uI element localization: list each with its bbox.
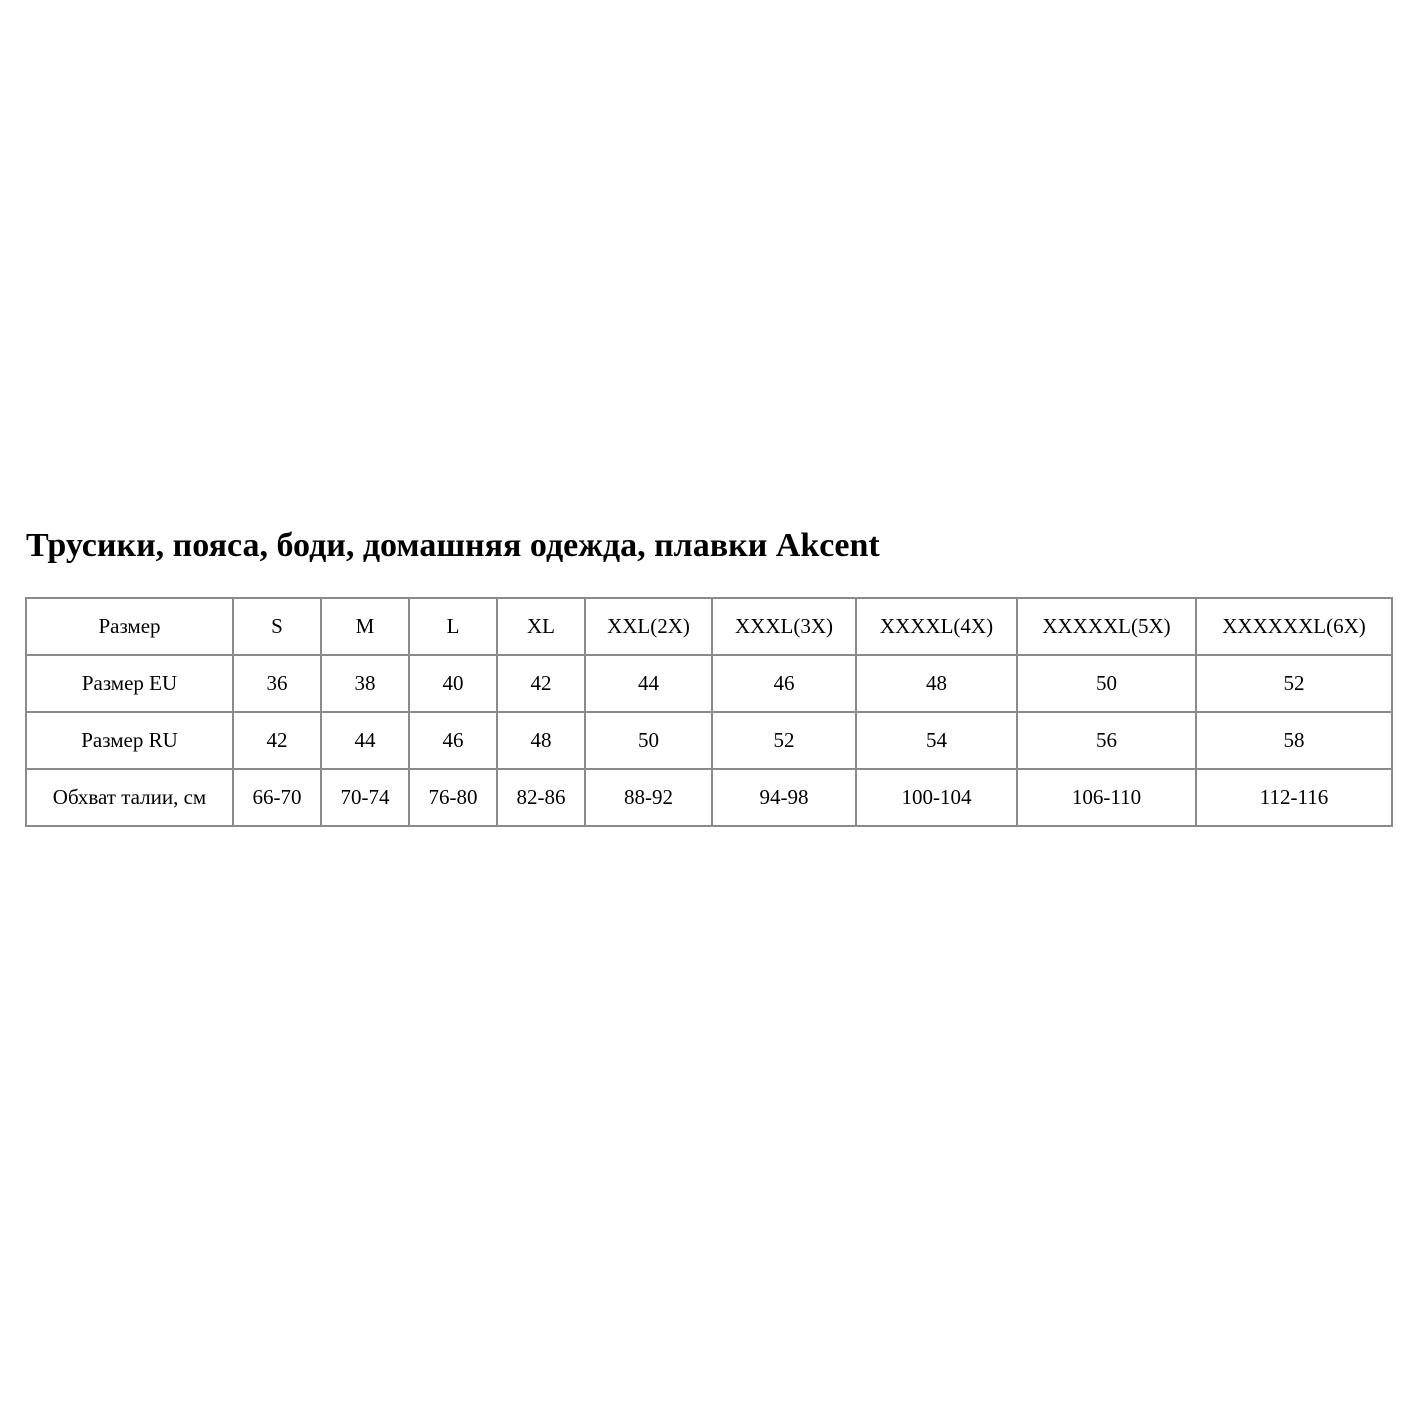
- table-cell: 52: [711, 711, 857, 770]
- table-cell: 106-110: [1016, 768, 1197, 827]
- table-cell: 70-74: [320, 768, 410, 827]
- table-cell: 56: [1016, 711, 1197, 770]
- table-cell: XXXXXL(5X): [1016, 597, 1197, 656]
- row-header-cell: Обхват талии, см: [25, 768, 234, 827]
- table-cell: 42: [232, 711, 322, 770]
- table-cell: 50: [584, 711, 713, 770]
- size-table: Размер S M L XL XXL(2X) XXXL(3X) XXXXL(4X) XXXXX…: [25, 597, 1393, 827]
- table-cell: 112-116: [1195, 768, 1393, 827]
- table-cell: S: [232, 597, 322, 656]
- table-cell: M: [320, 597, 410, 656]
- table-cell: 48: [496, 711, 586, 770]
- table-cell: 44: [584, 654, 713, 713]
- table-row-size-ru: Размер RU 42 44 46 48 50 52 54 56 58: [25, 711, 1393, 770]
- table-cell: 50: [1016, 654, 1197, 713]
- table-cell: 46: [711, 654, 857, 713]
- table-cell: 48: [855, 654, 1018, 713]
- table-row-size-eu: Размер EU 36 38 40 42 44 46 48 50 52: [25, 654, 1393, 713]
- table-cell: XXXL(3X): [711, 597, 857, 656]
- table-cell: 52: [1195, 654, 1393, 713]
- table-cell: 40: [408, 654, 498, 713]
- table-cell: L: [408, 597, 498, 656]
- table-cell: 66-70: [232, 768, 322, 827]
- table-cell: 76-80: [408, 768, 498, 827]
- table-cell: 42: [496, 654, 586, 713]
- table-cell: XXXXL(4X): [855, 597, 1018, 656]
- row-header-cell: Размер EU: [25, 654, 234, 713]
- table-cell: 46: [408, 711, 498, 770]
- table-cell: XXL(2X): [584, 597, 713, 656]
- row-header-cell: Размер RU: [25, 711, 234, 770]
- table-cell: 44: [320, 711, 410, 770]
- table-row-waist: Обхват талии, см 66-70 70-74 76-80 82-86 88-9…: [25, 768, 1393, 827]
- row-header-cell: Размер: [25, 597, 234, 656]
- table-cell: 100-104: [855, 768, 1018, 827]
- table-cell: 94-98: [711, 768, 857, 827]
- table-cell: 58: [1195, 711, 1393, 770]
- table-cell: 38: [320, 654, 410, 713]
- table-cell: 36: [232, 654, 322, 713]
- table-cell: 54: [855, 711, 1018, 770]
- table-cell: XL: [496, 597, 586, 656]
- table-cell: 82-86: [496, 768, 586, 827]
- table-row-size: Размер S M L XL XXL(2X) XXXL(3X) XXXXL(4X) XXXXX…: [25, 597, 1393, 656]
- table-cell: 88-92: [584, 768, 713, 827]
- page-title: Трусики, пояса, боди, домашняя одежда, п…: [26, 527, 880, 564]
- table-cell: XXXXXXL(6X): [1195, 597, 1393, 656]
